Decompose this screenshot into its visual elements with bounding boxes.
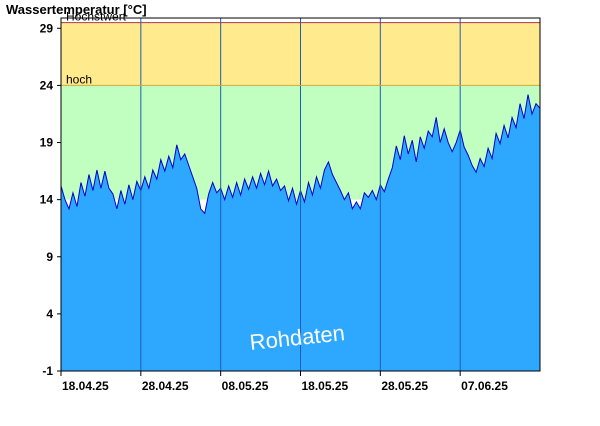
x-tick-label-3: 18.05.25 <box>302 379 349 393</box>
band-label-0: Höchstwert <box>66 10 127 24</box>
y-tick-label-4: 9 <box>46 250 53 264</box>
y-tick-label-3: 14 <box>40 193 54 207</box>
x-tick-label-2: 08.05.25 <box>222 379 269 393</box>
y-tick-label-1: 24 <box>40 78 54 92</box>
x-tick-label-1: 28.04.25 <box>142 379 189 393</box>
threshold-lines <box>61 22 540 86</box>
x-tick-label-5: 07.06.25 <box>461 379 508 393</box>
y-axis-ticks: 29 24 19 14 9 4 -1 <box>40 21 61 378</box>
y-tick-label-6: -1 <box>42 364 53 378</box>
band-label-1: hoch <box>66 72 92 86</box>
x-tick-label-0: 18.04.25 <box>62 379 109 393</box>
y-tick-label-5: 4 <box>46 307 53 321</box>
y-axis-title: Wassertemperatur [°C] <box>6 2 147 17</box>
y-tick-label-0: 29 <box>40 21 54 35</box>
band-labels: Höchstwert hoch <box>66 10 127 87</box>
y-tick-label-2: 19 <box>40 136 54 150</box>
vertical-gridlines <box>140 18 461 371</box>
x-axis-ticks: 18.04.25 28.04.25 08.05.25 18.05.25 28.05.25… <box>60 371 508 393</box>
x-tick-label-4: 28.05.25 <box>381 379 428 393</box>
plot-frame <box>60 17 541 372</box>
